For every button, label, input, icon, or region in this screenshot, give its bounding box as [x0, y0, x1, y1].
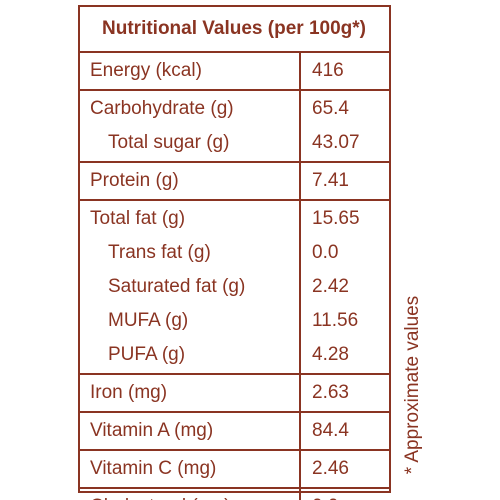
nutrient-name: Iron (mg) — [90, 382, 167, 403]
footnote: * Approximate values — [402, 296, 423, 475]
nutrient-value: 84.4 — [312, 420, 349, 441]
table-title: Nutritional Values (per 100g*) — [102, 18, 366, 39]
nutrient-value: 65.4 — [312, 98, 349, 119]
nutrient-value: 2.46 — [312, 458, 349, 479]
nutrient-value: 7.41 — [312, 170, 349, 191]
nutrient-name: Cholesterol (mg) — [90, 496, 230, 500]
nutrient-name: Energy (kcal) — [90, 60, 202, 81]
nutrient-value: 15.65 — [312, 208, 360, 229]
nutrient-name: MUFA (g) — [108, 310, 188, 331]
table-border — [78, 5, 391, 493]
nutrient-name: Total sugar (g) — [108, 132, 229, 153]
nutrient-name: Carbohydrate (g) — [90, 98, 234, 119]
nutrient-name: Vitamin C (mg) — [90, 458, 216, 479]
nutrient-value: 416 — [312, 60, 344, 81]
nutrient-value: 0.0 — [312, 242, 338, 263]
nutrient-value: 2.42 — [312, 276, 349, 297]
nutrient-name: Trans fat (g) — [108, 242, 211, 263]
nutrient-value: 4.28 — [312, 344, 349, 365]
nutrient-name: Vitamin A (mg) — [90, 420, 213, 441]
nutrient-value: 2.63 — [312, 382, 349, 403]
nutrient-name: Protein (g) — [90, 170, 179, 191]
nutrient-value: 11.56 — [312, 310, 358, 331]
nutrient-value: 0.0 — [312, 496, 338, 500]
nutrient-name: Total fat (g) — [90, 208, 185, 229]
nutrient-value: 43.07 — [312, 132, 360, 153]
nutrient-name: Saturated fat (g) — [108, 276, 245, 297]
nutrient-name: PUFA (g) — [108, 344, 185, 365]
